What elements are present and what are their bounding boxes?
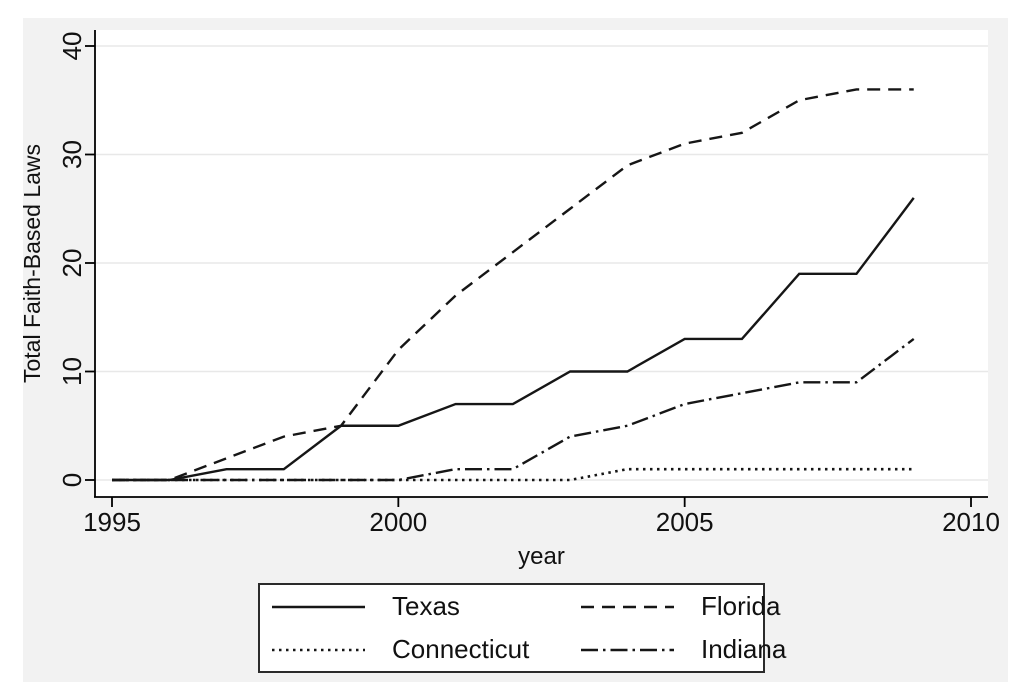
x-tick-label: 2000: [369, 507, 427, 537]
x-axis-title: year: [518, 543, 565, 570]
x-tick-label: 2005: [656, 507, 714, 537]
legend-item-indiana: Indiana: [581, 634, 786, 665]
y-tick-label: 10: [57, 357, 87, 386]
indiana-line-sample: [581, 648, 674, 651]
connecticut-line-sample: [272, 648, 365, 651]
legend: Texas Florida Connecticut Indiana: [258, 583, 786, 673]
series-line-texas: [112, 197, 915, 482]
texas-line-sample: [272, 605, 365, 608]
y-axis-title: Total Faith-Based Laws: [19, 144, 45, 383]
legend-item-florida: Florida: [581, 591, 786, 622]
legend-label: Texas: [392, 591, 460, 621]
legend-item-texas: Texas: [272, 591, 581, 622]
y-tick-label: 0: [57, 473, 87, 487]
legend-item-connecticut: Connecticut: [272, 634, 581, 665]
legend-label: Connecticut: [392, 634, 530, 664]
y-tick-label: 30: [57, 140, 87, 169]
legend-label: Florida: [701, 591, 781, 621]
series-line-florida: [112, 88, 914, 482]
legend-label: Indiana: [701, 634, 787, 664]
florida-line-sample: [581, 605, 674, 608]
y-tick-label: 40: [57, 32, 87, 61]
x-tick-label: 2010: [942, 507, 1000, 537]
x-tick-label: 1995: [83, 507, 141, 537]
y-tick-label: 20: [57, 249, 87, 278]
series-line-indiana: [112, 337, 915, 482]
